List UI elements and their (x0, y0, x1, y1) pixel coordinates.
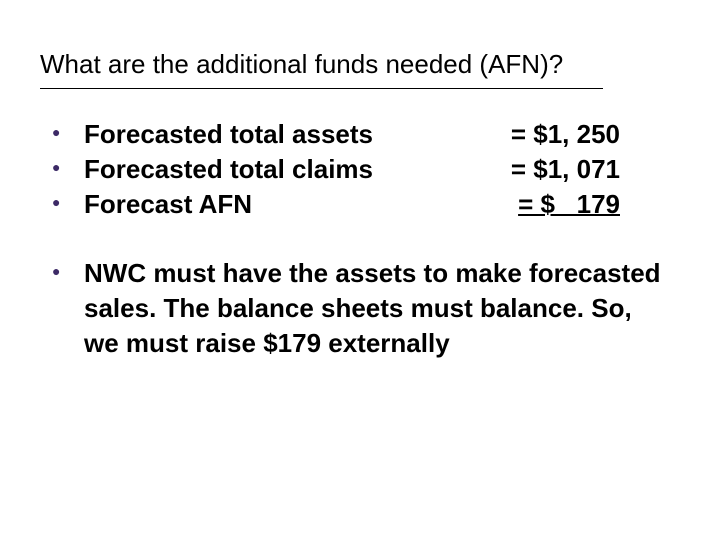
list-item: Forecast AFN = $ 179 (48, 187, 672, 222)
value-claims: = $1, 071 (482, 152, 672, 187)
value-assets: = $1, 250 (489, 117, 672, 152)
bullet-list: Forecasted total assets = $1, 250 Foreca… (40, 117, 680, 222)
label-afn: Forecast AFN (84, 187, 252, 222)
title-underline (40, 88, 603, 89)
list-item: Forecasted total claims = $1, 071 (48, 152, 672, 187)
list-item-paragraph: NWC must have the assets to make forecas… (48, 256, 672, 361)
slide-title: What are the additional funds needed (AF… (40, 48, 680, 82)
row-claims: Forecasted total claims = $1, 071 (84, 152, 672, 187)
slide: What are the additional funds needed (AF… (0, 0, 720, 540)
label-assets: Forecasted total assets (84, 117, 373, 152)
value-afn: = $ 179 (518, 187, 672, 222)
list-item: Forecasted total assets = $1, 250 (48, 117, 672, 152)
row-afn: Forecast AFN = $ 179 (84, 187, 672, 222)
label-claims: Forecasted total claims (84, 152, 373, 187)
spacer (40, 222, 680, 256)
row-assets: Forecasted total assets = $1, 250 (84, 117, 672, 152)
bullet-list-2: NWC must have the assets to make forecas… (40, 256, 680, 361)
